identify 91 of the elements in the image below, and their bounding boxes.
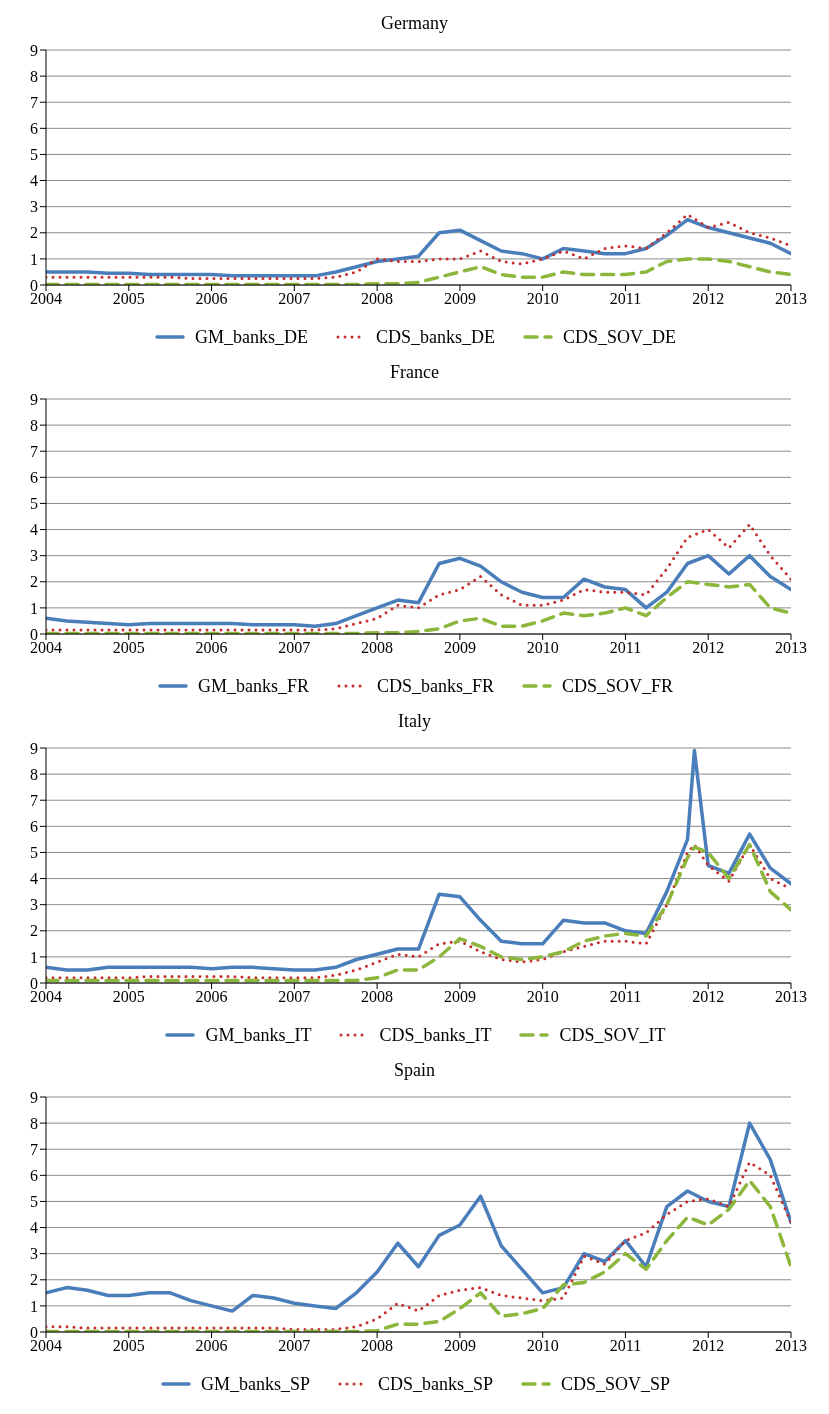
x-tick-label: 2011: [609, 988, 642, 1006]
x-tick-label: 2013: [775, 1337, 807, 1355]
y-tick-label: 9: [30, 41, 38, 59]
y-tick-label: 2: [30, 922, 38, 940]
x-tick-label: 2007: [278, 1337, 311, 1355]
x-tick-label: 2009: [443, 1337, 476, 1355]
y-tick-label: 1: [30, 250, 38, 268]
x-tick-label: 2011: [609, 290, 642, 308]
x-tick-label: 2009: [443, 639, 476, 657]
x-tick-label: 2011: [609, 639, 642, 657]
legend-label: GM_banks_IT: [205, 1024, 312, 1046]
y-tick-label: 4: [30, 870, 38, 888]
legend-label: CDS_banks_IT: [379, 1024, 492, 1046]
y-tick-label: 9: [30, 390, 38, 408]
line-series: [46, 1121, 791, 1313]
x-tick-label: 2011: [609, 1337, 642, 1355]
x-tick-label: 2010: [526, 639, 559, 657]
chart-title: Spain: [393, 1059, 436, 1082]
x-tick-label: 2008: [361, 290, 394, 308]
legend-label: CDS_banks_DE: [375, 326, 495, 348]
y-tick-label: 5: [30, 495, 38, 513]
x-tick-label: 2013: [775, 290, 807, 308]
x-tick-label: 2008: [361, 639, 394, 657]
y-tick-label: 6: [30, 469, 38, 487]
y-tick-label: 4: [30, 1219, 38, 1237]
x-tick-label: 2013: [775, 639, 807, 657]
legend-label: CDS_SOV_SP: [561, 1373, 671, 1395]
x-tick-label: 2010: [526, 1337, 559, 1355]
y-tick-label: 4: [30, 172, 38, 190]
y-tick-label: 5: [30, 146, 38, 164]
y-tick-label: 8: [30, 1114, 38, 1132]
x-tick-label: 2006: [195, 290, 228, 308]
line-series: [46, 748, 791, 972]
x-tick-label: 2009: [443, 290, 476, 308]
x-tick-label: 2006: [195, 1337, 228, 1355]
y-tick-label: 2: [30, 573, 38, 591]
y-tick-label: 3: [30, 896, 38, 914]
legend-label: CDS_banks_SP: [377, 1373, 493, 1395]
legend-label: GM_banks_DE: [194, 326, 308, 348]
chart-title: Italy: [397, 710, 432, 733]
x-tick-label: 2009: [443, 988, 476, 1006]
legend-label: CDS_SOV_DE: [562, 326, 677, 348]
y-tick-label: 1: [30, 1297, 38, 1315]
y-tick-label: 3: [30, 1245, 38, 1263]
x-tick-label: 2012: [692, 290, 725, 308]
x-tick-label: 2008: [361, 988, 394, 1006]
x-tick-label: 2005: [112, 639, 145, 657]
x-tick-label: 2006: [195, 639, 228, 657]
x-tick-label: 2012: [692, 639, 725, 657]
legend-label: CDS_SOV_IT: [559, 1024, 666, 1046]
x-tick-label: 2010: [526, 290, 559, 308]
x-tick-label: 2006: [195, 988, 228, 1006]
x-tick-label: 2013: [775, 988, 807, 1006]
y-tick-label: 8: [30, 765, 38, 783]
y-tick-label: 1: [30, 599, 38, 617]
y-tick-label: 6: [30, 120, 38, 138]
x-tick-label: 2012: [692, 988, 725, 1006]
y-tick-label: 7: [30, 1140, 38, 1158]
chart-title: France: [389, 361, 440, 384]
y-tick-label: 7: [30, 791, 38, 809]
x-tick-label: 2007: [278, 639, 311, 657]
legend-label: GM_banks_SP: [200, 1373, 310, 1395]
legend-label: GM_banks_FR: [197, 675, 309, 697]
x-tick-label: 2005: [112, 1337, 145, 1355]
x-tick-label: 2007: [278, 290, 311, 308]
line-series: [46, 553, 791, 628]
y-tick-label: 3: [30, 547, 38, 565]
x-tick-label: 2005: [112, 290, 145, 308]
legend-label: CDS_banks_FR: [376, 675, 494, 697]
y-tick-label: 8: [30, 67, 38, 85]
x-tick-label: 2012: [692, 1337, 725, 1355]
y-tick-label: 1: [30, 948, 38, 966]
x-tick-label: 2008: [361, 1337, 394, 1355]
y-tick-label: 4: [30, 521, 38, 539]
x-tick-label: 2010: [526, 988, 559, 1006]
chart-title: Germany: [380, 12, 449, 35]
y-tick-label: 6: [30, 1167, 38, 1185]
y-tick-label: 3: [30, 198, 38, 216]
y-tick-label: 7: [30, 442, 38, 460]
y-tick-label: 9: [30, 1088, 38, 1106]
x-tick-label: 2007: [278, 988, 311, 1006]
y-tick-label: 5: [30, 844, 38, 862]
y-tick-label: 5: [30, 1193, 38, 1211]
y-tick-label: 8: [30, 416, 38, 434]
y-tick-label: 7: [30, 93, 38, 111]
x-tick-label: 2005: [112, 988, 145, 1006]
y-tick-label: 2: [30, 224, 38, 242]
y-tick-label: 9: [30, 739, 38, 757]
legend-label: CDS_SOV_FR: [562, 675, 674, 697]
y-tick-label: 2: [30, 1271, 38, 1289]
y-tick-label: 6: [30, 818, 38, 836]
